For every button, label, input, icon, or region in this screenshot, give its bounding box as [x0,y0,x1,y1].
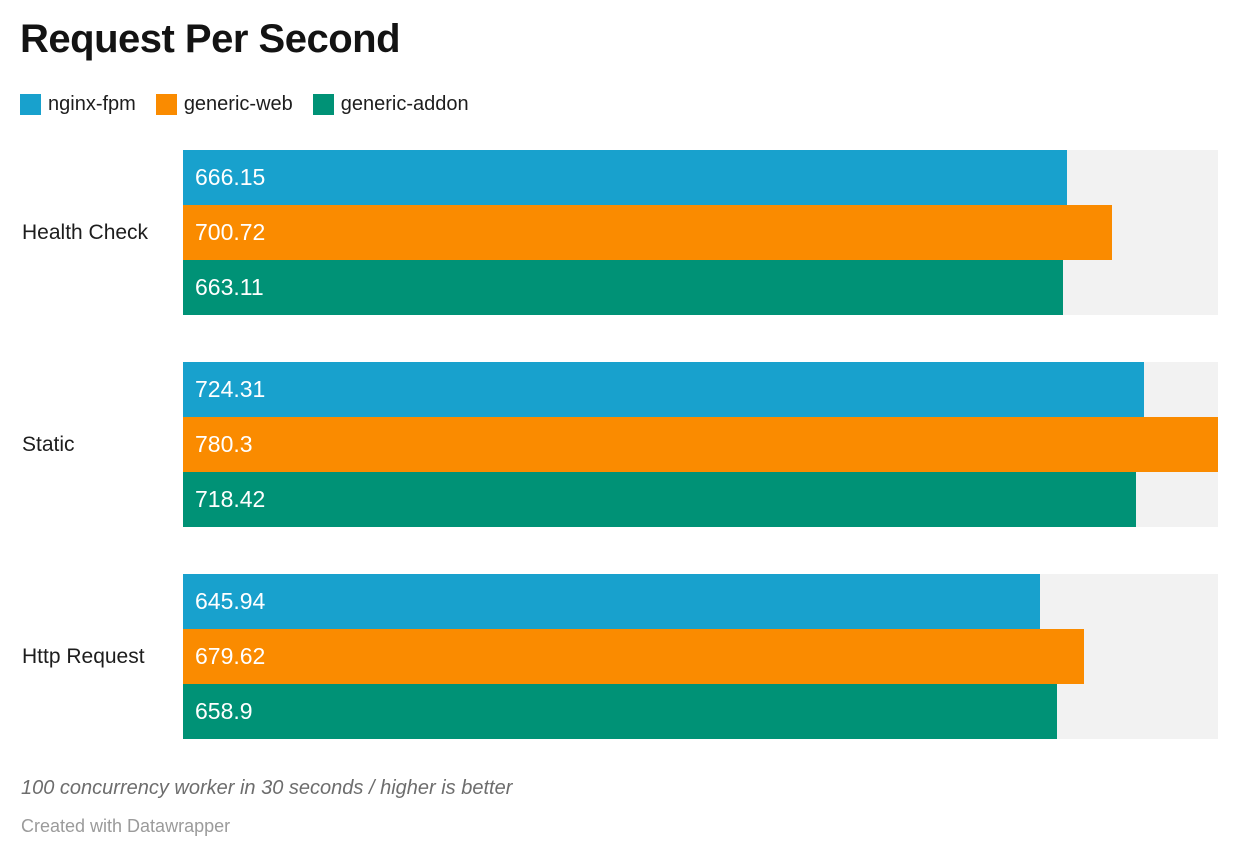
legend-item-generic-web: generic-web [155,93,293,115]
legend-label: generic-addon [340,93,469,115]
bar-value-label: 663.11 [195,274,264,300]
bar-nginx-fpm: 666.15 [183,150,1067,205]
legend-swatch-generic-web [155,94,177,115]
bar-track: 724.31 [183,362,1218,417]
bar-track: 658.9 [183,684,1218,739]
category-label: Http Request [22,644,145,668]
bar-generic-addon: 663.11 [183,260,1063,315]
plot-area: Health Check 666.15 700.72 663.11 Static 724.… [0,150,1240,739]
legend-label: nginx-fpm [48,93,136,115]
bar-generic-addon: 658.9 [183,684,1057,739]
bar-value-label: 679.62 [195,643,266,669]
bar-nginx-fpm: 645.94 [183,574,1040,629]
bar-nginx-fpm: 724.31 [183,362,1144,417]
bar-track: 679.62 [183,629,1218,684]
bar-track: 718.42 [183,472,1218,527]
legend-swatch-generic-addon [312,94,334,115]
bar-value-label: 666.15 [195,164,266,190]
legend: nginx-fpm generic-web generic-addon [20,94,489,115]
legend-item-nginx-fpm: nginx-fpm [20,94,136,115]
bar-generic-addon: 718.42 [183,472,1136,527]
bar-value-label: 780.3 [195,431,253,457]
category-label: Health Check [22,220,149,244]
bar-track: 645.94 [183,574,1218,629]
bar-generic-web: 780.3 [183,417,1218,472]
bar-track: 700.72 [183,205,1218,260]
legend-swatch-nginx-fpm [20,94,41,115]
datawrapper-attribution-link[interactable]: Created with Datawrapper [21,816,231,836]
chart-title: Request Per Second [20,17,401,61]
bar-stack: 724.31 780.3 718.42 [183,362,1218,527]
bar-track: 780.3 [183,417,1218,472]
bar-generic-web: 700.72 [183,205,1113,260]
category-label: Static [22,432,75,456]
bar-group: Static 724.31 780.3 718.42 [0,362,1240,527]
bar-track: 666.15 [183,150,1218,205]
bar-generic-web: 679.62 [183,629,1085,684]
bar-stack: 666.15 700.72 663.11 [183,150,1218,315]
bar-value-label: 645.94 [195,588,266,614]
bar-group: Health Check 666.15 700.72 663.11 [0,150,1240,315]
bar-value-label: 718.42 [195,486,266,512]
bar-track: 663.11 [183,260,1218,315]
bar-stack: 645.94 679.62 658.9 [183,574,1218,739]
legend-item-generic-addon: generic-addon [312,93,469,115]
bar-value-label: 724.31 [195,376,266,402]
bar-group: Http Request 645.94 679.62 658.9 [0,574,1240,739]
bar-value-label: 700.72 [195,219,266,245]
legend-label: generic-web [183,93,293,115]
bar-value-label: 658.9 [195,698,253,724]
footer-note: 100 concurrency worker in 30 seconds / h… [21,777,513,799]
